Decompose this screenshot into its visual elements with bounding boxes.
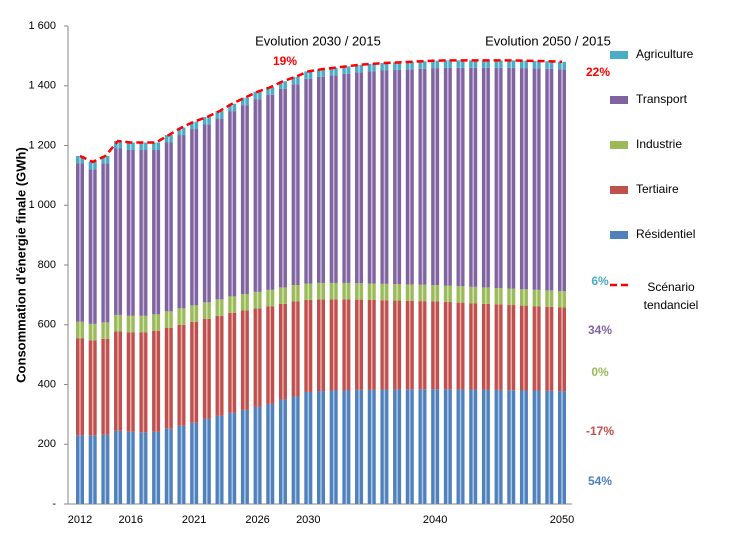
- y-tick-label: 1 400: [28, 80, 56, 92]
- annotation: 22%: [586, 65, 610, 79]
- x-tick-label: 2030: [296, 514, 320, 526]
- annotation: 6%: [591, 274, 609, 288]
- legend-swatch: [610, 51, 628, 59]
- y-axis-label: Consommation d'énergie finale (GWh): [13, 147, 28, 383]
- annotation: 19%: [273, 54, 297, 68]
- scenario-line: [79, 59, 563, 164]
- x-tick-label: 2050: [550, 514, 574, 526]
- y-tick-label: 1 000: [28, 199, 56, 211]
- x-tick-label: 2012: [68, 514, 92, 526]
- y-tick-label: 1 600: [28, 20, 56, 32]
- x-tick-label: 2040: [423, 514, 447, 526]
- y-tick-label: 1 200: [28, 139, 56, 151]
- x-tick-label: 2021: [182, 514, 206, 526]
- legend-swatch: [610, 231, 628, 239]
- y-tick-label: 600: [38, 319, 56, 331]
- annotation: 54%: [588, 474, 612, 488]
- legend-swatch: [610, 96, 628, 104]
- annotation: Evolution 2030 / 2015: [255, 33, 381, 48]
- legend-swatch: [610, 186, 628, 194]
- legend-label: Tertiaire: [636, 182, 679, 196]
- y-tick-label: 400: [38, 378, 56, 390]
- x-tick-label: 2026: [245, 514, 269, 526]
- legend-label: Transport: [636, 92, 688, 106]
- x-tick-label: 2016: [118, 514, 142, 526]
- annotation: 0%: [591, 365, 609, 379]
- annotation: -17%: [586, 424, 614, 438]
- legend-label: Scénario tendanciel: [643, 280, 699, 312]
- legend-swatch: [610, 141, 628, 149]
- legend-label: Résidentiel: [636, 227, 695, 241]
- legend-label: Agriculture: [636, 47, 694, 61]
- y-tick-label: -: [52, 498, 56, 510]
- y-tick-label: 800: [38, 259, 56, 271]
- y-tick-label: 200: [38, 438, 56, 450]
- annotation: Evolution 2050 / 2015: [485, 33, 611, 48]
- annotation: 34%: [588, 323, 612, 337]
- legend-label: Industrie: [636, 137, 682, 151]
